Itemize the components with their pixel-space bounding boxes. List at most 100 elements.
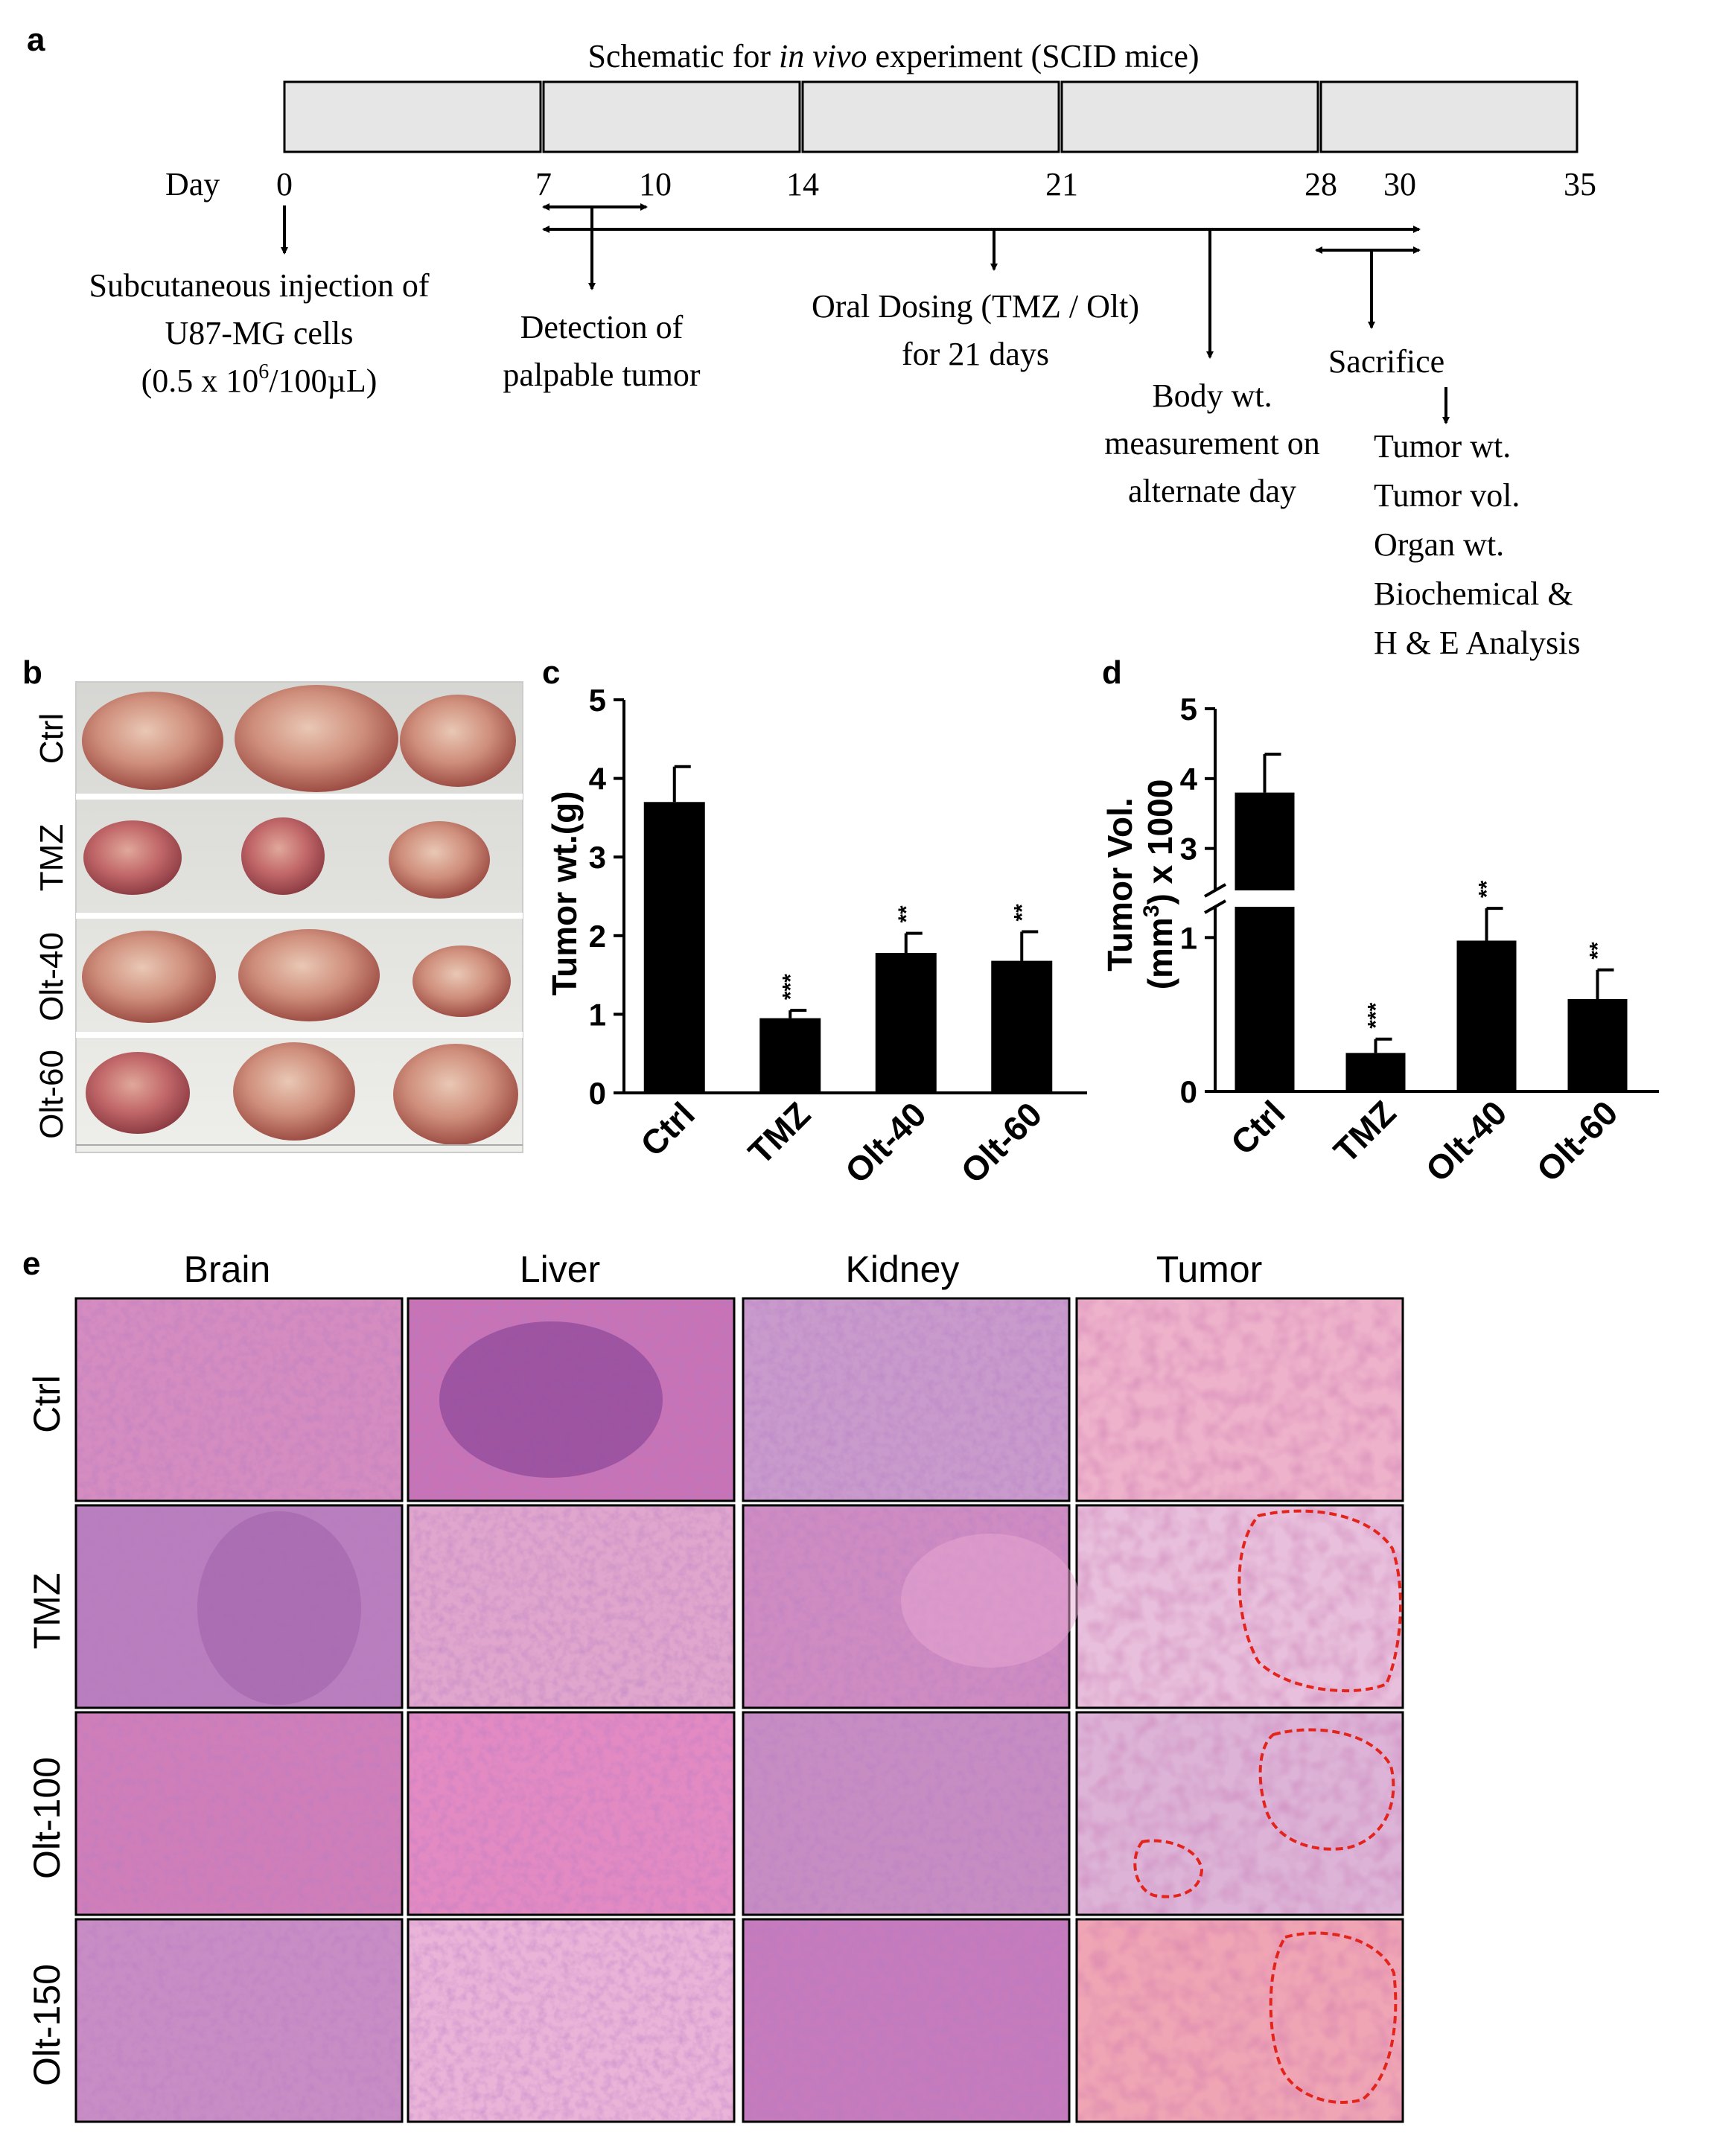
schematic-title-start: Schematic for (587, 38, 779, 74)
tumor-necrosis-outline (1133, 1839, 1204, 1898)
chart-d-category-label: Olt-40 (1418, 1093, 1514, 1189)
day-tick-28: 28 (1305, 166, 1337, 202)
panel-c: c Tumor wt.(g) 0 1 2 3 4 5 Ctrl *** TMZ ** Olt-40 *… (542, 654, 1087, 1190)
chart-c-bar (991, 960, 1053, 1093)
histology-texture (410, 1507, 733, 1706)
histology-texture (745, 1714, 1068, 1913)
chart-d-ytick-label: 1 (1180, 920, 1197, 955)
chart-d-ylabel-prefix: (mm (1141, 917, 1179, 989)
tumor-necrosis-outline (1258, 1728, 1395, 1851)
injection-line-3: (0.5 x 106/100µL) (141, 360, 378, 399)
chart-d-bar (1345, 1053, 1406, 1091)
tumor-photo (75, 681, 523, 1153)
chart-d-ytick-label: 3 (1180, 832, 1197, 867)
detection-line-2: palpable tumor (503, 357, 700, 393)
endpoint-tumor-wt: Tumor wt. (1374, 428, 1511, 465)
histology-texture (745, 1300, 1068, 1499)
day-label: Day (165, 166, 220, 202)
chart-c-category-label: Olt-40 (838, 1094, 934, 1190)
chart-d-ytick-label: 0 (1180, 1074, 1197, 1109)
column-kidney: Kidney (846, 1248, 960, 1290)
histology-texture (77, 1921, 401, 2120)
chart-d-ylabel-sup: 3 (1139, 905, 1164, 917)
chart-d-bar (1456, 940, 1517, 1091)
timeline-bar (283, 80, 1579, 153)
histology-grid (74, 1297, 1404, 2123)
schematic-title: Schematic for in vivo experiment (SCID m… (587, 38, 1199, 74)
chart-c-significance: *** (778, 974, 803, 1000)
histology-texture (77, 1300, 401, 1499)
chart-c-ytick-label: 3 (589, 840, 606, 875)
chart-c-category-label: Olt-60 (953, 1094, 1049, 1190)
day-tick-14: 14 (786, 166, 819, 202)
injection-dose-sup: 6 (258, 360, 269, 383)
tumor-necrosis-outline (1237, 1509, 1402, 1693)
chart-d-ylabel-suffix: ) x 1000 (1141, 779, 1179, 905)
schematic-title-italic: in vivo (779, 38, 867, 74)
detection-line-1: Detection of (520, 309, 684, 345)
liver-dense-region (439, 1321, 663, 1478)
panel-a-letter: a (27, 22, 45, 58)
tumor-necrosis-outline (1269, 1931, 1398, 2104)
column-liver: Liver (520, 1248, 600, 1290)
chart-d-bar (1567, 999, 1628, 1091)
day-tick-10: 10 (639, 166, 672, 202)
chart-d: 0 1 3 4 5 Ctrl *** TMZ ** Olt-40 ** Olt-60 (1180, 692, 1659, 1189)
panel-c-letter: c (542, 654, 560, 691)
chart-c-bar (643, 802, 705, 1093)
panel-e-letter: e (22, 1246, 40, 1282)
row-olt150: Olt-150 (26, 1964, 68, 2086)
body-wt-line-2: measurement on (1104, 425, 1320, 462)
histology-texture (745, 1921, 1068, 2120)
day-tick-21: 21 (1045, 166, 1078, 202)
chart-d-ylabel: Tumor Vol. (1100, 797, 1139, 971)
chart-c-ytick-label: 1 (589, 997, 606, 1032)
chart-c-significance: ** (1010, 904, 1034, 922)
endpoints-list: Tumor wt. Tumor vol. Organ wt. Biochemic… (1374, 428, 1580, 661)
chart-d-significance: ** (1586, 942, 1611, 960)
histology-column-headers: Brain Liver Kidney Tumor (184, 1248, 1263, 1290)
chart-c-significance: ** (894, 905, 919, 923)
histology-texture (1078, 1300, 1401, 1499)
timeline-arrows (281, 203, 1450, 424)
injection-dose-prefix: (0.5 x 10 (141, 363, 259, 399)
day-tick-30: 30 (1383, 166, 1416, 202)
histology-texture (77, 1507, 401, 1706)
histology-texture (1078, 1921, 1401, 2120)
endpoint-organ-wt: Organ wt. (1374, 526, 1504, 563)
chart-d-significance: ** (1475, 880, 1500, 898)
chart-c-ylabel: Tumor wt.(g) (545, 791, 584, 995)
histology-texture (410, 1921, 733, 2120)
chart-c-ytick-label: 2 (589, 919, 606, 954)
histology-texture (1078, 1714, 1401, 1913)
histology-texture (77, 1714, 401, 1913)
chart-c-ytick-label: 5 (589, 683, 606, 718)
row-ctrl: Ctrl (26, 1375, 68, 1433)
chart-d-ylabel-2: (mm3) x 1000 (1139, 779, 1179, 990)
kidney-tubule-region (901, 1534, 1080, 1668)
chart-d-ytick-label: 5 (1180, 692, 1197, 727)
day-tick-35: 35 (1564, 166, 1596, 202)
row-tmz: TMZ (26, 1573, 68, 1650)
injection-line-2: U87-MG cells (165, 315, 354, 351)
injection-line-1: Subcutaneous injection of (89, 267, 429, 304)
chart-d-axis-break-mark (1204, 899, 1226, 914)
photo-row-ctrl: Ctrl (34, 713, 70, 764)
chart-d-category-label: TMZ (1326, 1093, 1404, 1170)
panel-b-letter: b (22, 654, 42, 691)
photo-row-olt40: Olt-40 (34, 932, 70, 1021)
chart-d-ylabel-line1: Tumor Vol. (1100, 797, 1139, 971)
sacrifice-label: Sacrifice (1328, 343, 1444, 380)
body-wt-line-3: alternate day (1128, 473, 1296, 509)
panel-d: d Tumor Vol. (mm3) x 1000 01345Ctrl***TM… (1100, 654, 1659, 1189)
histology-row-labels: Ctrl TMZ Olt-100 Olt-150 (26, 1375, 68, 2086)
dosing-line-1: Oral Dosing (TMZ / Olt) (812, 288, 1139, 325)
panel-b: b Ctrl TMZ (22, 654, 523, 1153)
dosing-annotation: Oral Dosing (TMZ / Olt) for 21 days (812, 288, 1139, 372)
column-brain: Brain (184, 1248, 271, 1290)
dosing-line-2: for 21 days (902, 336, 1049, 372)
day-tick-7: 7 (535, 166, 552, 202)
panel-d-letter: d (1102, 654, 1122, 691)
chart-d-bar-upper (1235, 792, 1295, 890)
